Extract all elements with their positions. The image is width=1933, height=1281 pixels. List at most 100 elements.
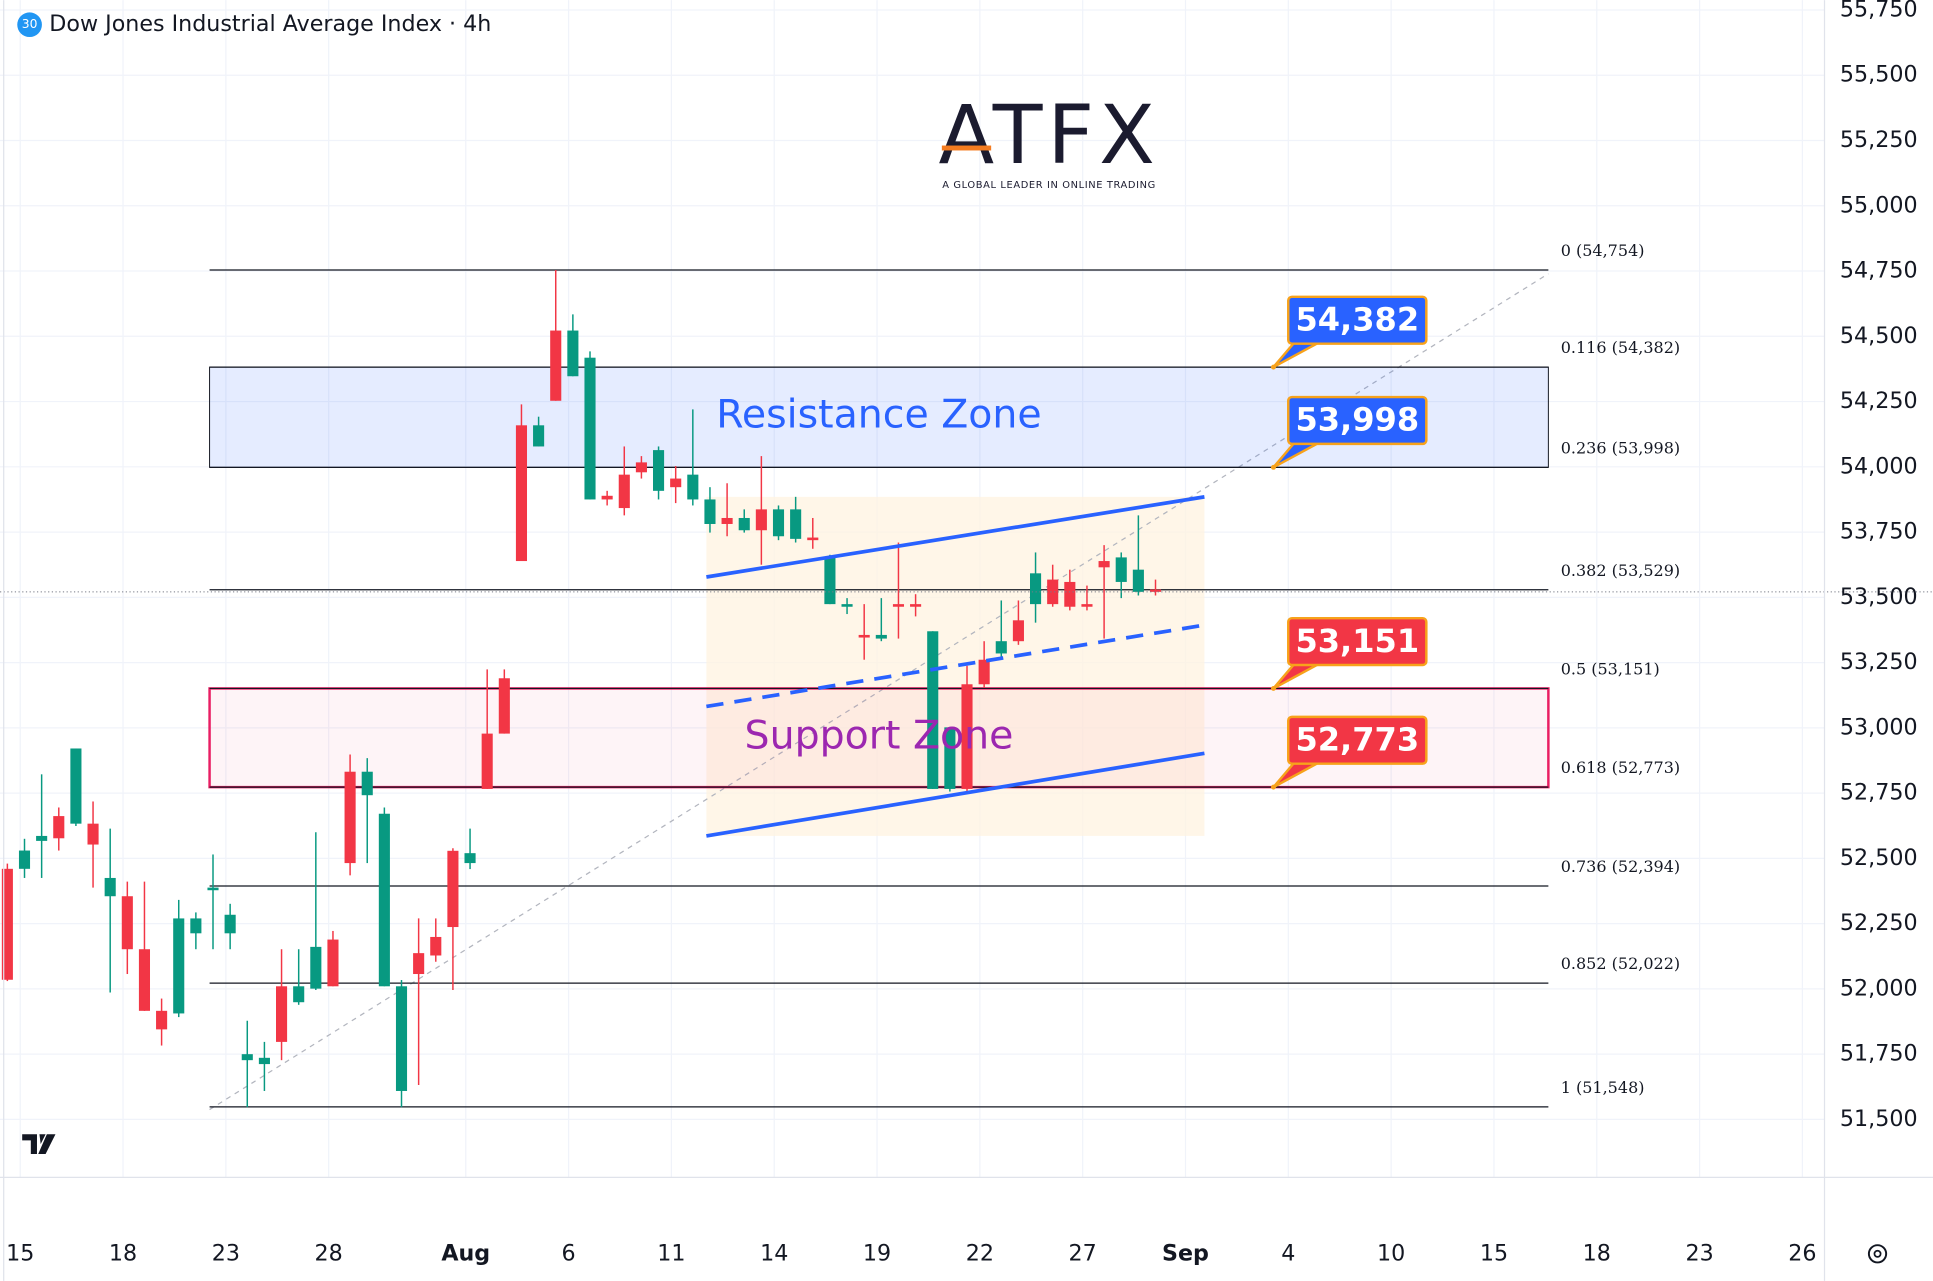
- fib-levels: 0 (54,754) 0.116 (54,382) 0.236 (53,998) 0.…: [209, 241, 1680, 1108]
- candle-body: [978, 659, 990, 685]
- chart-title: Dow Jones Industrial Average Index · 4h: [49, 11, 491, 37]
- candle-body: [1, 868, 13, 980]
- y-tick-label: 52,250: [1840, 910, 1918, 936]
- candle-body: [276, 986, 288, 1042]
- candle-body: [87, 823, 99, 845]
- candle-body: [121, 896, 133, 950]
- fib-label: 0.736 (52,394): [1561, 857, 1680, 876]
- candle-body: [258, 1057, 270, 1065]
- y-tick-label: 51,500: [1840, 1106, 1918, 1132]
- logo-name: ATFX: [938, 88, 1159, 183]
- candle-body: [1132, 569, 1144, 592]
- candle-body: [875, 634, 887, 639]
- candle-body: [1030, 573, 1042, 605]
- candle-body: [858, 634, 870, 638]
- callouts: 54,382 53,998 53,151 52,773: [1270, 295, 1428, 790]
- candle-body: [841, 604, 853, 607]
- x-tick-label: 22: [966, 1240, 994, 1266]
- candle-body: [738, 517, 750, 531]
- candle-body: [892, 604, 905, 607]
- fib-label: 1 (51,548): [1561, 1078, 1645, 1097]
- price-axis: 51,500 51,750 52,000 52,250 52,500 52,750 53,0…: [1840, 0, 1918, 1132]
- x-tick-label: 23: [1685, 1240, 1713, 1266]
- candle-body: [584, 357, 596, 500]
- candle-body: [567, 330, 579, 377]
- y-tick-label: 54,750: [1840, 258, 1918, 284]
- x-tick-label: 19: [863, 1240, 891, 1266]
- candle-body: [721, 517, 733, 524]
- candle-body: [961, 684, 973, 789]
- fib-label: 0.382 (53,529): [1561, 561, 1680, 580]
- candle-body: [327, 939, 339, 987]
- callout-label: 53,151: [1295, 622, 1419, 660]
- x-tick-label: 10: [1377, 1240, 1405, 1266]
- time-axis: 15 18 23 28 Aug 6 11 14 19 22 27 Sep 4 10 15 18 23 26: [6, 1240, 1816, 1266]
- y-tick-label: 53,750: [1840, 519, 1918, 545]
- x-tick-label: 27: [1069, 1240, 1097, 1266]
- candle-body: [36, 835, 48, 841]
- candle-body: [704, 499, 716, 524]
- candle-body: [790, 509, 802, 539]
- candle-body: [70, 748, 82, 824]
- fib-label: 0.236 (53,998): [1561, 438, 1680, 457]
- candle-body: [224, 914, 236, 934]
- x-tick-label: 18: [1583, 1240, 1611, 1266]
- channel-upper: [706, 495, 1205, 579]
- candle-body: [498, 678, 510, 734]
- candle-body: [190, 918, 202, 934]
- y-tick-label: 55,000: [1840, 192, 1918, 218]
- callout-box: [1287, 295, 1428, 345]
- candle-body: [241, 1054, 253, 1061]
- candle-body: [1081, 604, 1093, 607]
- candle-body: [104, 877, 116, 897]
- callout-label: 53,998: [1295, 401, 1419, 439]
- settings-button[interactable]: [1867, 1244, 1888, 1264]
- candle-body: [995, 641, 1007, 654]
- fib-label: 0.852 (52,022): [1561, 954, 1680, 973]
- y-tick-label: 52,750: [1840, 780, 1918, 806]
- callout-box: [1287, 395, 1428, 446]
- candle-body: [173, 918, 185, 1014]
- x-tick-label: 11: [657, 1240, 685, 1266]
- x-tick-label: 15: [6, 1240, 34, 1266]
- callout-anchor: [1270, 685, 1276, 691]
- candle-body: [601, 495, 613, 500]
- fib-label: 0.116 (54,382): [1561, 338, 1680, 357]
- candle-body: [1064, 581, 1076, 607]
- candles: [0, 269, 1933, 1108]
- zone-label: Support Zone: [745, 712, 1014, 758]
- candle-body: [413, 953, 425, 975]
- candle-body: [670, 478, 682, 488]
- callout-anchor: [1270, 464, 1276, 470]
- x-tick-label: 6: [562, 1240, 576, 1266]
- y-tick-label: 51,750: [1840, 1041, 1918, 1067]
- y-tick-label: 52,000: [1840, 975, 1918, 1001]
- candle-body: [293, 986, 305, 1003]
- candle-body: [207, 887, 219, 891]
- tv-logo: [22, 1134, 56, 1154]
- settings-icon[interactable]: [1867, 1244, 1888, 1264]
- settings-icon-center[interactable]: [1873, 1249, 1882, 1258]
- candle-body: [53, 816, 65, 839]
- candle-body: [344, 771, 356, 864]
- y-tick-label: 52,500: [1840, 845, 1918, 871]
- candle-body: [447, 850, 459, 928]
- x-tick-label: Sep: [1162, 1240, 1209, 1266]
- x-tick-label: 26: [1788, 1240, 1816, 1266]
- candle-body: [653, 450, 665, 491]
- candle-body: [1047, 579, 1059, 605]
- candle-body: [395, 986, 408, 1091]
- callout-label: 54,382: [1295, 300, 1419, 338]
- candle-body: [1149, 589, 1162, 592]
- fib-label: 0.618 (52,773): [1561, 758, 1680, 777]
- candle-body: [1012, 620, 1024, 642]
- candle-body: [635, 462, 647, 473]
- candle-body: [361, 771, 373, 796]
- candle-body: [824, 557, 836, 605]
- zone-labels: Resistance Zone Support Zone: [716, 392, 1041, 759]
- candle-body: [378, 813, 390, 987]
- candle-body: [464, 853, 476, 864]
- x-tick-label: 15: [1480, 1240, 1508, 1266]
- candle-body: [1098, 561, 1110, 568]
